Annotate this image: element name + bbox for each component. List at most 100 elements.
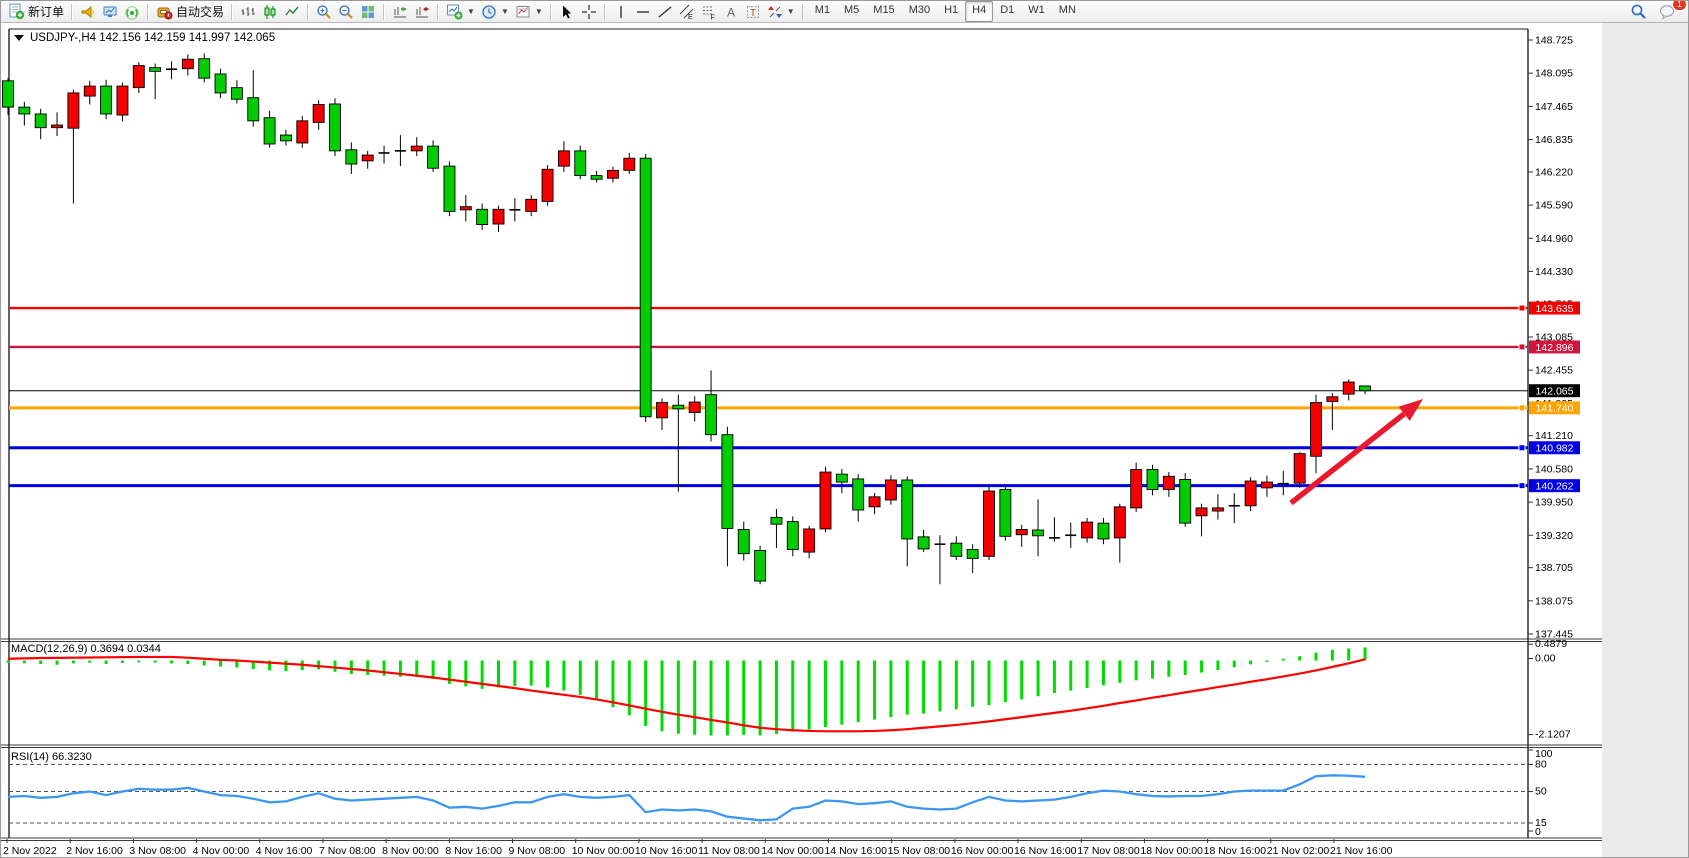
search-icon: [1630, 3, 1647, 20]
new-order-button[interactable]: 新订单: [5, 3, 67, 21]
svg-text:A: A: [727, 5, 735, 19]
svg-text:141.740: 141.740: [1536, 403, 1574, 415]
svg-text:140.982: 140.982: [1536, 443, 1574, 455]
horizontal-level-lines[interactable]: [9, 304, 1528, 490]
trendline-tool-button[interactable]: [654, 3, 676, 21]
svg-text:14 Nov 16:00: 14 Nov 16:00: [824, 845, 887, 857]
chart-area[interactable]: 148.725 148.095 147.465 146.835 146.220 145.5…: [1, 23, 1689, 858]
price-axis-badges: 143.635 142.896 142.065 141.740 140.982 140.2…: [1529, 301, 1580, 492]
market-watch-icon: [102, 4, 118, 20]
toolbar-separator: [383, 3, 386, 20]
toolbar-separator: [549, 3, 552, 20]
autotrading-button[interactable]: 自动交易: [153, 3, 227, 21]
svg-text:139.320: 139.320: [1535, 530, 1573, 542]
zoom-in-icon: [316, 4, 332, 20]
autotrading-icon: [156, 4, 173, 20]
crosshair-tool-icon: [581, 4, 597, 20]
templates-button[interactable]: ▼: [512, 3, 546, 21]
toolbar-separator: [147, 3, 150, 20]
toolbar-separator: [801, 3, 804, 20]
market-watch-button[interactable]: [99, 3, 121, 21]
sound-alert-button[interactable]: [77, 3, 99, 21]
zoom-in-button[interactable]: [313, 3, 335, 21]
svg-text:138.075: 138.075: [1535, 595, 1573, 607]
chart-header: USDJPY-,H4 142.156 142.159 141.997 142.0…: [14, 32, 275, 44]
chevron-down-icon: ▼: [786, 7, 795, 16]
fibonacci-tool-button[interactable]: F: [698, 3, 720, 21]
zoom-out-button[interactable]: [335, 3, 357, 21]
svg-text:0: 0: [1535, 826, 1541, 838]
timeframe-mn-button[interactable]: MN: [1058, 4, 1076, 16]
timeframe-group: M1 M5 M15 M30 H1 H4 D1 W1 MN: [808, 1, 1083, 22]
svg-text:21 Nov 16:00: 21 Nov 16:00: [1330, 845, 1393, 857]
svg-text:8 Nov 00:00: 8 Nov 00:00: [382, 845, 439, 857]
svg-text:USDJPY-,H4 142.156 142.159 14: USDJPY-,H4 142.156 142.159 141.997 142.0…: [30, 32, 275, 44]
fibonacci-tool-icon: F: [701, 4, 717, 20]
arrows-tool-button[interactable]: ▼: [764, 3, 798, 21]
macd-pane[interactable]: MACD(12,26,9) 0.3694 0.0344 0.4879 0.00 -2.…: [6, 638, 1571, 741]
periods-icon: [481, 4, 497, 20]
candlestick-mode-button[interactable]: [259, 3, 281, 21]
timeframe-h1-button[interactable]: H1: [944, 4, 959, 16]
horizontal-line-tool-button[interactable]: [632, 3, 654, 21]
equidistant-channel-tool-button[interactable]: E: [676, 3, 698, 21]
text-tool-button[interactable]: A: [720, 3, 742, 21]
cursor-tool-button[interactable]: [556, 3, 578, 21]
equidistant-channel-tool-icon: E: [679, 4, 695, 20]
chevron-down-icon: ▼: [534, 7, 543, 16]
chevron-down-icon: ▼: [500, 7, 509, 16]
text-label-tool-icon: T: [745, 4, 761, 20]
chart-shift-icon: [414, 4, 430, 20]
timeframe-m5-button[interactable]: M5: [844, 4, 860, 16]
svg-text:9 Nov 08:00: 9 Nov 08:00: [509, 845, 566, 857]
svg-text:10 Nov 00:00: 10 Nov 00:00: [572, 845, 635, 857]
timeframe-m30-button[interactable]: M30: [908, 4, 931, 16]
search-button[interactable]: [1627, 3, 1650, 21]
svg-text:144.960: 144.960: [1535, 233, 1573, 245]
vertical-line-tool-button[interactable]: [610, 3, 632, 21]
svg-text:2 Nov 16:00: 2 Nov 16:00: [66, 845, 123, 857]
time-axis[interactable]: 2 Nov 2022 2 Nov 16:00 3 Nov 08:00 4 Nov 00…: [3, 839, 1393, 857]
toolbar-separator: [603, 3, 606, 20]
svg-text:8 Nov 16:00: 8 Nov 16:00: [445, 845, 502, 857]
zoom-out-icon: [338, 4, 354, 20]
line-chart-mode-button[interactable]: [281, 3, 303, 21]
tile-windows-icon: [360, 4, 376, 20]
svg-text:17 Nov 08:00: 17 Nov 08:00: [1077, 845, 1140, 857]
templates-icon: [515, 4, 531, 20]
timeframe-d1-button[interactable]: D1: [1000, 4, 1015, 16]
svg-text:21 Nov 02:00: 21 Nov 02:00: [1267, 845, 1330, 857]
timeframe-m1-button[interactable]: M1: [814, 4, 830, 16]
svg-text:146.220: 146.220: [1535, 166, 1573, 178]
notifications-button[interactable]: 1: [1656, 1, 1687, 21]
svg-text:80: 80: [1535, 759, 1547, 771]
chart-shift-button[interactable]: [411, 3, 433, 21]
auto-scroll-button[interactable]: [389, 3, 411, 21]
periods-button[interactable]: ▼: [478, 3, 512, 21]
price-axis[interactable]: 148.725 148.095 147.465 146.835 146.220 145.5…: [1528, 35, 1573, 641]
svg-text:16 Nov 16:00: 16 Nov 16:00: [1014, 845, 1077, 857]
macd-label: MACD(12,26,9) 0.3694 0.0344: [11, 643, 161, 655]
svg-text:137.445: 137.445: [1535, 629, 1573, 641]
svg-text:15: 15: [1535, 817, 1547, 829]
new-chart-button[interactable]: ▼: [443, 3, 478, 21]
timeframe-m15-button[interactable]: M15: [873, 4, 895, 16]
trend-arrow-annotation[interactable]: [1289, 399, 1423, 506]
chevron-down-icon: ▼: [467, 7, 475, 16]
arrows-tool-icon: [767, 4, 783, 20]
svg-text:11 Nov 08:00: 11 Nov 08:00: [698, 845, 760, 857]
timeframe-h4-button[interactable]: H4: [965, 1, 994, 22]
bar-chart-mode-button[interactable]: [237, 3, 259, 21]
crosshair-tool-button[interactable]: [578, 3, 600, 21]
svg-text:140.580: 140.580: [1535, 463, 1573, 475]
main-toolbar: 新订单 自动交易 ▼ ▼ ▼ E F A T ▼ M1 M5 M15 M30 H1 H4 D1 W1 MN 1: [1, 1, 1688, 23]
timeframe-w1-button[interactable]: W1: [1028, 4, 1045, 16]
text-label-tool-button[interactable]: T: [742, 3, 764, 21]
svg-text:145.590: 145.590: [1535, 200, 1573, 212]
svg-text:14 Nov 00:00: 14 Nov 00:00: [761, 845, 824, 857]
candlestick-series[interactable]: [2, 53, 1372, 585]
signals-button[interactable]: [121, 3, 143, 21]
tile-windows-button[interactable]: [357, 3, 379, 21]
